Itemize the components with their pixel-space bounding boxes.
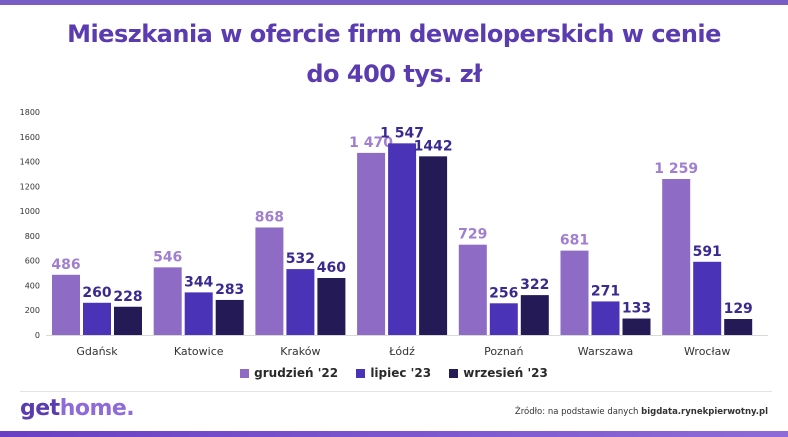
- bottom-accent-bar: [0, 431, 788, 437]
- category-label: Łódź: [388, 345, 415, 358]
- data-label: 486: [51, 257, 80, 273]
- y-tick-label: 200: [25, 306, 40, 315]
- bar: [622, 318, 651, 335]
- bar: [357, 152, 386, 335]
- gethome-logo: gethome.: [20, 396, 135, 421]
- bar: [560, 250, 589, 335]
- bar: [286, 269, 315, 335]
- bar: [591, 301, 620, 335]
- bar: [458, 244, 487, 335]
- data-label: 322: [520, 277, 549, 293]
- legend-swatch: [449, 369, 459, 378]
- bar: [693, 261, 722, 335]
- data-label: 681: [560, 233, 589, 249]
- data-label: 1 547: [380, 125, 424, 141]
- legend-item-series-2: lipiec '23: [356, 366, 431, 380]
- source-note: Źródło: na podstawie danych bigdata.ryne…: [515, 407, 768, 417]
- data-label: 1442: [414, 138, 453, 154]
- data-label: 256: [489, 285, 518, 301]
- data-label: 271: [591, 283, 620, 299]
- bar: [153, 267, 182, 335]
- legend-swatch: [356, 369, 366, 378]
- category-label: Katowice: [174, 345, 224, 358]
- y-tick-label: 1600: [20, 133, 40, 142]
- bar: [255, 227, 284, 335]
- data-label: 133: [622, 301, 651, 317]
- y-tick-label: 1200: [20, 182, 40, 191]
- y-tick-label: 1800: [20, 108, 40, 117]
- category-label: Gdańsk: [76, 345, 118, 358]
- data-label: 283: [215, 282, 244, 298]
- legend-label: grudzień '22: [254, 366, 339, 380]
- legend-item-series-1: grudzień '22: [240, 366, 338, 380]
- data-label: 129: [724, 301, 753, 317]
- data-label: 591: [693, 244, 722, 260]
- category-label: Wrocław: [684, 345, 730, 358]
- y-tick-label: 0: [35, 331, 40, 340]
- data-label: 868: [255, 209, 284, 225]
- bar: [114, 306, 142, 335]
- category-label: Warszawa: [578, 345, 633, 358]
- bar: [215, 299, 244, 335]
- source-site: bigdata.rynekpierwotny.pl: [641, 407, 768, 417]
- y-tick-label: 400: [25, 281, 40, 290]
- bar: [388, 143, 417, 335]
- bar: [52, 274, 80, 335]
- y-tick-label: 600: [25, 257, 40, 266]
- data-label: 729: [458, 227, 487, 243]
- top-accent-bar: [0, 0, 788, 5]
- data-label: 1 470: [349, 135, 393, 151]
- logo-part-home: home.: [59, 396, 135, 421]
- y-tick-label: 1000: [20, 207, 40, 216]
- bar: [419, 156, 448, 335]
- bar: [83, 302, 111, 335]
- chart-legend: grudzień '22 lipiec '23 wrzesień '23: [0, 366, 788, 380]
- legend-item-series-3: wrzesień '23: [449, 366, 548, 380]
- category-label: Kraków: [280, 345, 320, 358]
- data-label: 344: [184, 274, 213, 290]
- bar: [724, 319, 753, 335]
- bar: [662, 179, 691, 335]
- legend-label: lipiec '23: [370, 366, 432, 380]
- logo-part-get: get: [20, 396, 60, 421]
- data-label: 532: [286, 251, 315, 267]
- data-label: 1 259: [654, 161, 698, 177]
- data-label: 460: [317, 260, 346, 276]
- footer-divider: [20, 391, 772, 392]
- data-label: 260: [82, 285, 111, 301]
- bar: [520, 295, 549, 335]
- bar: [184, 292, 213, 335]
- legend-swatch: [240, 369, 250, 378]
- bar: [317, 278, 346, 335]
- bar: [489, 303, 518, 335]
- y-tick-label: 1400: [20, 158, 40, 167]
- chart-title-line1: Mieszkania w ofercie firm deweloperskich…: [67, 20, 721, 48]
- data-label: 546: [153, 249, 182, 265]
- data-label: 228: [113, 289, 142, 305]
- source-prefix: Źródło: na podstawie danych: [514, 407, 642, 417]
- chart-title-line2: do 400 tys. zł: [306, 60, 482, 88]
- y-tick-label: 800: [25, 232, 40, 241]
- legend-label: wrzesień '23: [463, 366, 548, 380]
- category-label: Poznań: [484, 345, 523, 358]
